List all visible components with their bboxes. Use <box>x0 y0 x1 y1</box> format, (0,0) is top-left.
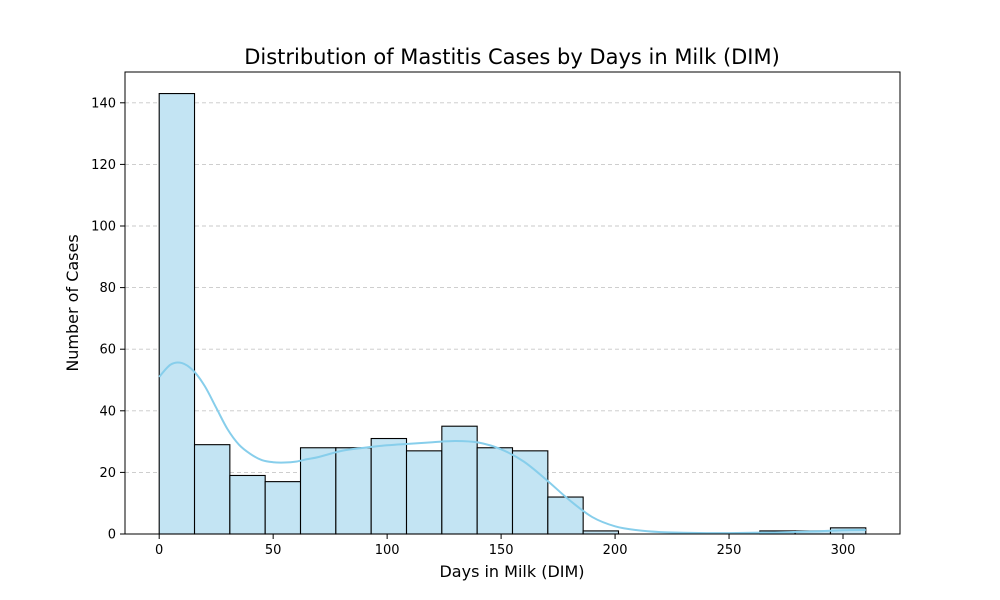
histogram-bar-11 <box>547 496 584 535</box>
y-tick-label: 0 <box>108 528 116 543</box>
chart-title: Distribution of Mastitis Cases by Days i… <box>244 45 780 69</box>
histogram-bar-2 <box>229 474 266 535</box>
histogram-bar-4 <box>299 447 337 535</box>
y-tick-label: 120 <box>91 158 116 173</box>
histogram-bars <box>158 93 867 535</box>
plot-area-frame <box>124 71 901 535</box>
x-tick-label: 50 <box>265 543 282 558</box>
x-tick-label: 100 <box>375 543 400 558</box>
x-tick-label: 300 <box>831 543 856 558</box>
y-tick-label: 80 <box>99 281 116 296</box>
histogram-bar-0 <box>158 93 196 535</box>
x-axis-ticks: 0 50 100 150 200 250 300 <box>155 534 855 558</box>
histogram-bar-1 <box>193 444 231 535</box>
y-tick-label: 60 <box>99 343 116 358</box>
kde-curve <box>158 361 866 535</box>
y-tick-label: 140 <box>91 96 116 111</box>
histogram-bar-6 <box>370 437 408 535</box>
histogram-bar-9 <box>476 447 514 535</box>
y-tick-label: 20 <box>99 466 116 481</box>
y-axis-label: Number of Cases <box>63 234 82 371</box>
grid-lines <box>125 102 900 473</box>
x-tick-label: 0 <box>155 543 163 558</box>
histogram-bar-3 <box>264 481 302 535</box>
histogram-bar-7 <box>405 450 443 535</box>
histogram-bar-5 <box>335 447 372 535</box>
y-tick-label: 40 <box>99 404 116 419</box>
x-tick-label: 250 <box>717 543 742 558</box>
x-tick-label: 150 <box>489 543 514 558</box>
x-tick-label: 200 <box>603 543 628 558</box>
y-tick-label: 100 <box>91 220 116 235</box>
x-axis-label: Days in Milk (DIM) <box>439 562 584 581</box>
histogram-bar-10 <box>511 450 549 535</box>
y-axis-ticks: 0 20 40 60 80 100 120 140 <box>91 96 125 543</box>
